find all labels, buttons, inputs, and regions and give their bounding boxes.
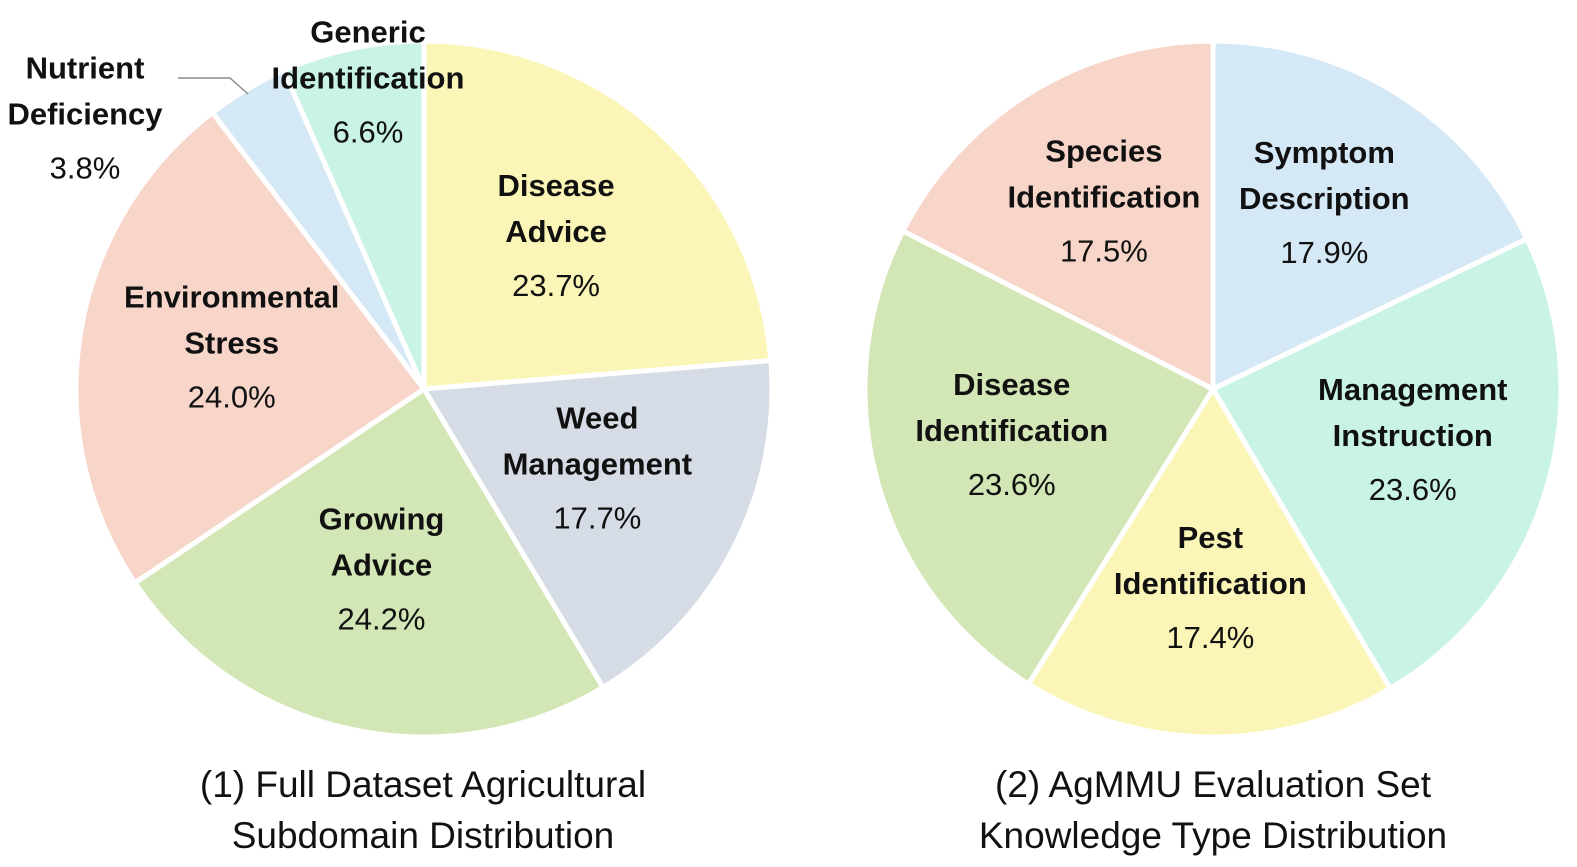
- pie-1-caption-line-2: Subdomain Distribution: [232, 815, 615, 856]
- slice-label-text: Symptom: [1254, 135, 1395, 170]
- pie-2-caption-line-2: Knowledge Type Distribution: [979, 815, 1447, 856]
- pie-2-slice-management-instruction: [1210, 236, 1564, 692]
- slice-label-text: Description: [1239, 181, 1410, 216]
- slice-label-text: Species: [1045, 133, 1162, 168]
- pie-2-slice-pest-identification: [1025, 386, 1393, 740]
- slice-percent-text: 17.4%: [1166, 620, 1254, 655]
- pie-2-label-symptom-description: Symptom Description 17.9%: [1239, 135, 1410, 270]
- slice-label-text: Management: [1318, 372, 1507, 407]
- slice-label-text: Generic: [310, 14, 425, 49]
- pie-2-label-management-instruction: Management Instruction 23.6%: [1318, 372, 1507, 507]
- pie-2-slice-disease-identification: [862, 228, 1216, 687]
- pie-1-labels: Disease Advice 23.7% Weed Management 17.7% Gro…: [7, 14, 692, 636]
- pie-1-label-weed-management: Weed Management 17.7%: [503, 400, 692, 535]
- slice-label-text: Environmental: [124, 280, 339, 315]
- pie-1-caption-line-1: (1) Full Dataset Agricultural: [200, 764, 646, 805]
- pie-1-slice-environmental-stress: [73, 110, 427, 586]
- pie-chart-agmmu-eval: Symptom Description 17.9% Management Instruc…: [862, 38, 1564, 856]
- pie-2-slices: [862, 38, 1564, 740]
- pie-1-slice-weed-management: [421, 358, 775, 690]
- slice-label-text: Advice: [331, 548, 433, 583]
- slice-percent-text: 17.7%: [553, 500, 641, 535]
- slice-percent-text: 3.8%: [50, 150, 121, 185]
- pie-2-caption-line-1: (2) AgMMU Evaluation Set: [995, 764, 1432, 805]
- slice-label-text: Disease: [953, 367, 1070, 402]
- pie-1-label-growing-advice: Growing Advice 24.2%: [319, 502, 445, 637]
- slice-percent-text: 17.5%: [1060, 233, 1148, 268]
- pie-1-leader-line: [178, 77, 249, 95]
- pie-2-labels: Symptom Description 17.9% Management Instruc…: [915, 133, 1507, 655]
- slice-label-text: Stress: [184, 326, 279, 361]
- pie-1-label-nutrient-deficiency: Nutrient Deficiency 3.8%: [7, 50, 163, 185]
- pie-2-label-pest-identification: Pest Identification 17.4%: [1114, 520, 1307, 655]
- pie-1-slices: [73, 38, 775, 740]
- slice-label-text: Deficiency: [7, 96, 163, 131]
- slice-label-text: Pest: [1178, 520, 1243, 555]
- pie-1-slice-generic-identification: [281, 38, 427, 392]
- slice-percent-text: 17.9%: [1280, 235, 1368, 270]
- slice-label-text: Identification: [1007, 179, 1200, 214]
- slice-label-text: Identification: [272, 60, 465, 95]
- slice-percent-text: 23.6%: [968, 467, 1056, 502]
- pie-1-label-generic-identification: Generic Identification 6.6%: [272, 14, 465, 149]
- slice-label-text: Disease: [497, 168, 614, 203]
- slice-percent-text: 24.0%: [188, 380, 276, 415]
- slice-label-text: Growing: [319, 502, 445, 537]
- pie-1-label-environmental-stress: Environmental Stress 24.0%: [124, 280, 339, 415]
- pie-2-slice-species-identification: [900, 38, 1216, 392]
- pie-chart-full-dataset: Disease Advice 23.7% Weed Management 17.7% Gro…: [7, 14, 775, 856]
- slice-label-text: Advice: [505, 214, 607, 249]
- slice-percent-text: 24.2%: [338, 602, 426, 637]
- pie-2-label-disease-identification: Disease Identification 23.6%: [915, 367, 1108, 502]
- slice-percent-text: 6.6%: [333, 114, 404, 149]
- slice-label-text: Instruction: [1333, 418, 1493, 453]
- pie-2-slice-symptom-description: [1210, 38, 1530, 392]
- pie-1-label-disease-advice: Disease Advice 23.7%: [497, 168, 614, 303]
- pie-1-slice-growing-advice: [132, 386, 606, 740]
- slice-label-text: Identification: [915, 413, 1108, 448]
- slice-percent-text: 23.7%: [512, 268, 600, 303]
- pie-1-slice-disease-advice: [421, 38, 774, 392]
- slice-label-text: Management: [503, 446, 692, 481]
- pie-2-label-species-identification: Species Identification 17.5%: [1007, 133, 1200, 268]
- slice-label-text: Identification: [1114, 566, 1307, 601]
- slice-percent-text: 23.6%: [1369, 472, 1457, 507]
- slice-label-text: Nutrient: [26, 50, 145, 85]
- slice-label-text: Weed: [556, 400, 638, 435]
